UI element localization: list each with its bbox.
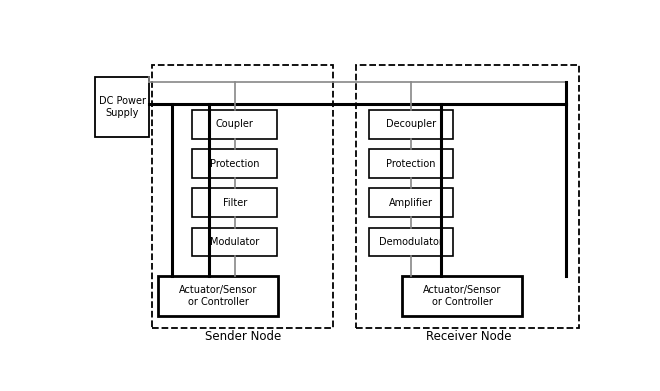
Bar — [402, 276, 523, 316]
Text: Actuator/Sensor
or Controller: Actuator/Sensor or Controller — [423, 285, 502, 307]
Text: Receiver Node: Receiver Node — [426, 330, 512, 343]
Text: Coupler: Coupler — [216, 119, 253, 129]
Bar — [193, 188, 277, 217]
Bar — [193, 228, 277, 256]
Text: Decoupler: Decoupler — [386, 119, 436, 129]
Text: Modulator: Modulator — [210, 237, 259, 247]
Text: Protection: Protection — [386, 159, 436, 169]
Text: Amplifier: Amplifier — [389, 198, 433, 208]
Text: Protection: Protection — [210, 159, 259, 169]
Bar — [193, 110, 277, 139]
Bar — [369, 228, 453, 256]
Bar — [152, 65, 333, 328]
Bar — [369, 188, 453, 217]
Text: Demodulator: Demodulator — [379, 237, 443, 247]
Text: DC Power
Supply: DC Power Supply — [98, 96, 146, 118]
Text: Sender Node: Sender Node — [205, 330, 282, 343]
Bar — [369, 149, 453, 178]
Bar — [193, 149, 277, 178]
Bar — [356, 65, 579, 328]
Bar — [95, 77, 149, 137]
Text: Actuator/Sensor
or Controller: Actuator/Sensor or Controller — [179, 285, 257, 307]
Bar — [158, 276, 279, 316]
Bar — [369, 110, 453, 139]
Text: Filter: Filter — [222, 198, 247, 208]
